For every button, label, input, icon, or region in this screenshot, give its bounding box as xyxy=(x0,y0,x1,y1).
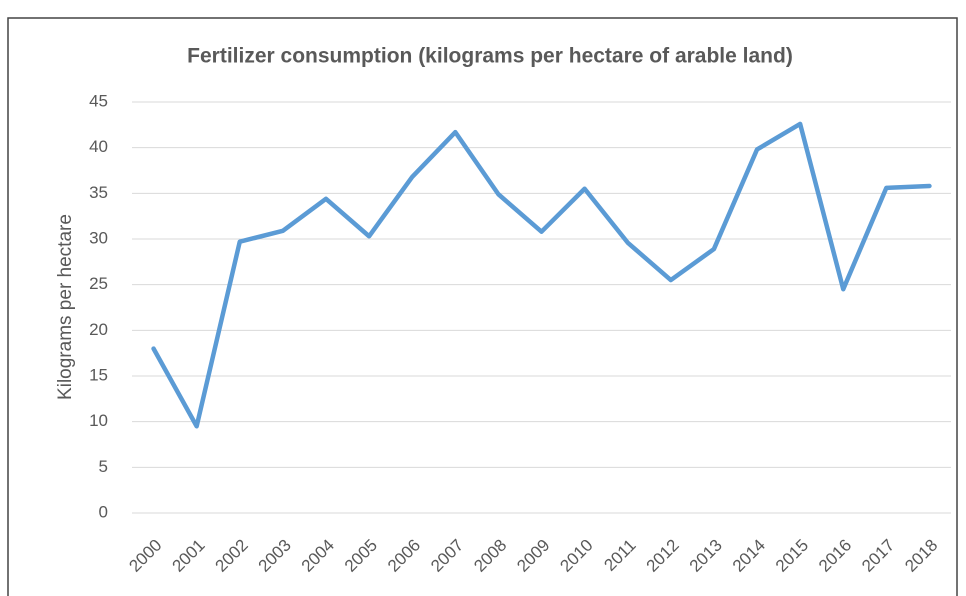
x-tick-label: 2017 xyxy=(858,536,898,576)
y-tick-label: 15 xyxy=(89,365,108,384)
x-tick-label: 2003 xyxy=(255,536,295,576)
y-tick-label: 45 xyxy=(89,91,108,110)
y-tick-label: 20 xyxy=(89,320,108,339)
chart-title: Fertilizer consumption (kilograms per he… xyxy=(187,45,793,68)
y-tick-label: 30 xyxy=(89,228,108,247)
x-tick-label: 2004 xyxy=(298,536,338,576)
y-axis-label: Kilograms per hectare xyxy=(55,214,76,400)
x-tick-label: 2001 xyxy=(168,536,208,576)
x-tick-label: 2008 xyxy=(470,536,510,576)
y-tick-label: 0 xyxy=(99,502,108,521)
x-tick-label: 2015 xyxy=(772,536,812,576)
x-tick-label: 2014 xyxy=(729,536,769,576)
y-tick-label: 5 xyxy=(99,457,108,476)
x-tick-label: 2010 xyxy=(556,536,596,576)
data-line xyxy=(151,121,932,429)
x-tick-label: 2009 xyxy=(513,536,553,576)
x-tick-label: 2016 xyxy=(815,536,855,576)
chart-frame xyxy=(7,17,958,596)
x-tick-label: 2002 xyxy=(212,536,252,576)
y-tick-label: 35 xyxy=(89,183,108,202)
x-tick-label: 2011 xyxy=(600,536,639,575)
x-tick-label: 2012 xyxy=(643,536,683,576)
x-tick-label: 2007 xyxy=(427,536,467,576)
y-tick-label: 10 xyxy=(89,411,108,430)
x-tick-label: 2018 xyxy=(901,536,941,576)
y-tick-label: 40 xyxy=(89,137,108,156)
x-tick-label: 2006 xyxy=(384,536,424,576)
x-tick-label: 2000 xyxy=(125,536,165,576)
y-tick-label: 25 xyxy=(89,274,108,293)
x-tick-label: 2013 xyxy=(686,536,726,576)
x-tick-label: 2005 xyxy=(341,536,381,576)
